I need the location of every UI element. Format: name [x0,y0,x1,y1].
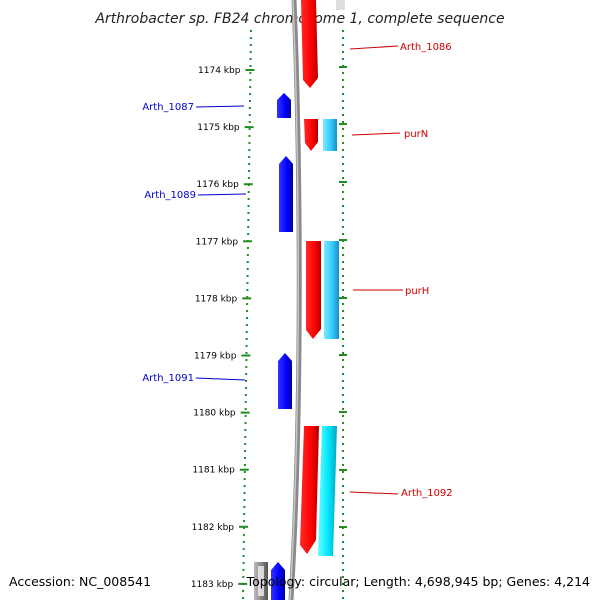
gene-arth-1091[interactable] [278,353,292,409]
gene-arth-1089[interactable] [279,156,293,232]
cds-purh[interactable] [324,241,339,339]
label-leaders [195,45,403,495]
ruler-tick-label: 1181 kbp [192,466,235,476]
scale-ruler: 1174 kbp 1175 kbp 1176 kbp 1177 kbp 1178 kbp… [191,66,255,590]
accession-text: Accession: NC_008541 [9,574,151,589]
ruler-tick-label: 1175 kbp [197,123,240,133]
map-title: Arthrobacter sp. FB24 chromosome 1, comp… [94,11,504,27]
label-arth-1089[interactable]: Arth_1089 [144,190,196,201]
label-arth-1092[interactable]: Arth_1092 [401,488,453,499]
outer-ring-ticks [339,66,347,528]
cds-arth-1092[interactable] [318,426,337,556]
label-purh[interactable]: purH [405,286,429,297]
ruler-tick-label: 1183 kbp [191,580,234,590]
cds-purn[interactable] [323,119,337,151]
ruler-tick-label: 1182 kbp [192,523,235,533]
ruler-tick-label: 1177 kbp [196,237,239,247]
gene-arth-1086[interactable] [301,0,318,88]
ruler-tick-label: 1174 kbp [198,66,241,76]
ruler-tick-label: 1179 kbp [194,352,237,362]
chromosome-backbone [288,0,302,600]
gene-arth-1087[interactable] [277,93,291,118]
ruler-tick-label: 1178 kbp [195,294,238,304]
label-arth-1091[interactable]: Arth_1091 [142,373,194,384]
label-arth-1087[interactable]: Arth_1087 [142,102,194,113]
ruler-tick-label: 1176 kbp [196,180,239,190]
cds-top [336,0,345,10]
gene-arth-1092[interactable] [300,426,319,554]
label-purn[interactable]: purN [404,129,428,140]
gene-purn[interactable] [304,119,318,151]
label-arth-1086[interactable]: Arth_1086 [400,42,452,53]
feature-bottom-gray-inner [258,566,264,596]
gene-purh[interactable] [306,241,321,339]
chromosome-backbone-highlight [289,0,299,600]
inner-dotted-ring [242,29,252,600]
ruler-tick-label: 1180 kbp [193,409,236,419]
gene-bottom-reverse[interactable] [271,562,285,600]
topology-summary-text: Topology: circular; Length: 4,698,945 bp… [246,574,590,589]
